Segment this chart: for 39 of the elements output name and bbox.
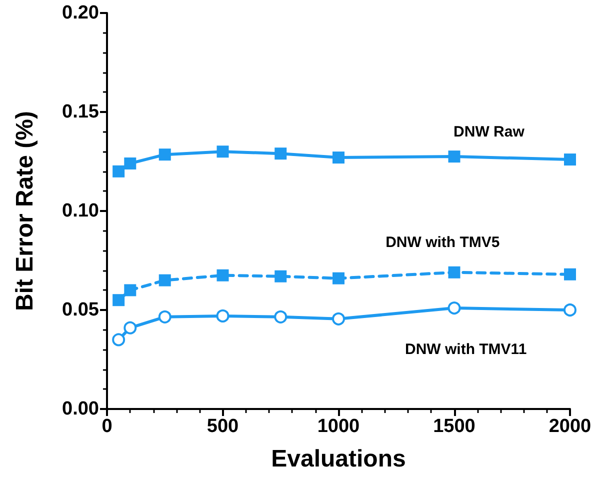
point	[564, 304, 576, 316]
point	[332, 272, 344, 284]
point	[158, 274, 171, 286]
y-tick-label: 0.00	[62, 398, 99, 420]
point	[448, 266, 460, 278]
series-label: DNW with TMV11	[404, 341, 527, 358]
x-tick-label: 1000	[317, 416, 360, 437]
series-label: DNW with TMV5	[386, 234, 500, 252]
x-tick-label: 1500	[433, 416, 476, 437]
point	[564, 154, 576, 166]
x-tick-label: 2000	[548, 416, 592, 437]
point	[124, 321, 137, 334]
y-tick-label: 0.20	[62, 2, 99, 24]
point	[124, 157, 136, 170]
point	[332, 312, 345, 326]
point	[112, 333, 126, 346]
point	[448, 150, 460, 163]
point	[448, 302, 461, 315]
x-tick-label: 500	[206, 416, 239, 437]
point	[158, 310, 172, 324]
point	[124, 284, 136, 296]
point	[216, 269, 229, 282]
point	[332, 152, 344, 164]
point	[274, 270, 287, 282]
point	[216, 309, 230, 322]
point	[112, 294, 125, 306]
point	[112, 165, 125, 178]
series-label: DNW Raw	[454, 123, 525, 140]
point	[274, 148, 287, 160]
y-tick-label: 0.05	[62, 300, 100, 320]
x-axis-title: Evaluations	[271, 446, 406, 472]
point	[158, 148, 171, 161]
point	[274, 310, 288, 324]
y-axis-title: Bit Error Rate (%)	[12, 110, 38, 312]
x-tick-label: 0	[102, 416, 112, 437]
y-tick-label: 0.10	[62, 200, 99, 222]
point	[216, 146, 229, 158]
y-tick-label: 0.15	[62, 102, 100, 122]
point	[564, 268, 576, 280]
